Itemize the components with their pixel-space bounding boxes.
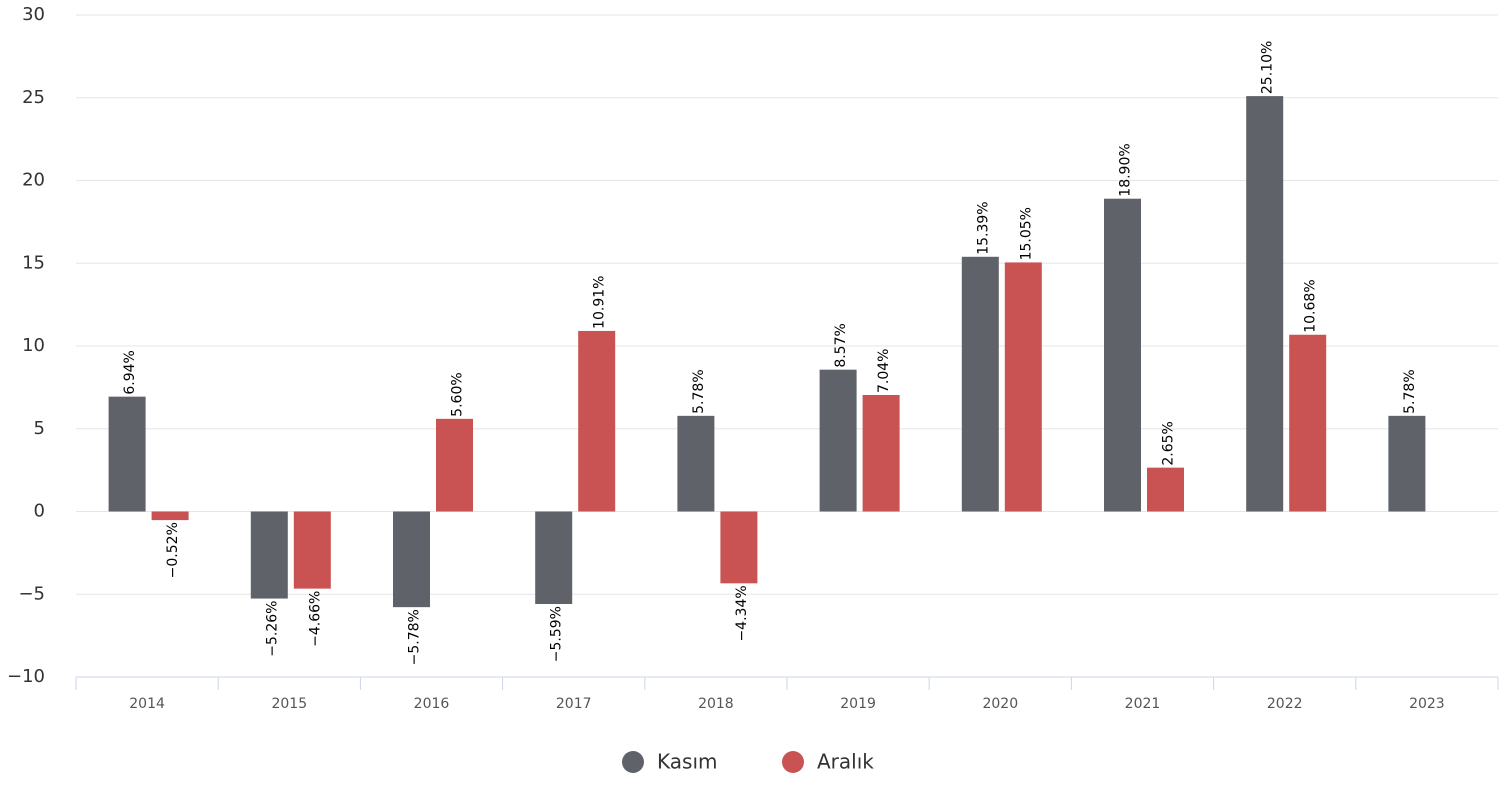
legend-label: Kasım xyxy=(657,750,717,774)
bar xyxy=(250,511,288,599)
data-label: 8.57% xyxy=(833,323,849,367)
data-label: 5.78% xyxy=(1402,369,1418,413)
bar xyxy=(819,369,857,512)
bar xyxy=(1004,262,1042,512)
data-label: −4.34% xyxy=(734,585,750,641)
data-label: 10.91% xyxy=(592,276,608,329)
data-label: 6.94% xyxy=(122,350,138,394)
legend-marker xyxy=(782,751,804,773)
x-tick-label: 2020 xyxy=(982,696,1018,712)
y-tick-label: 30 xyxy=(22,4,45,25)
bar xyxy=(961,256,999,512)
data-label: −4.66% xyxy=(307,591,323,647)
data-label: 10.68% xyxy=(1303,279,1319,332)
y-tick-label: 25 xyxy=(22,87,45,108)
data-label: −5.78% xyxy=(407,609,423,665)
data-label: 25.10% xyxy=(1260,41,1276,94)
data-label: 5.60% xyxy=(450,372,466,416)
bar xyxy=(1246,96,1284,512)
x-tick-label: 2018 xyxy=(698,696,734,712)
bar xyxy=(1147,467,1184,512)
data-label: 18.90% xyxy=(1118,143,1134,196)
x-tick-label: 2015 xyxy=(271,696,307,712)
bar xyxy=(151,511,189,521)
bar xyxy=(393,511,430,608)
y-tick-label: 0 xyxy=(34,501,45,522)
x-tick-label: 2017 xyxy=(556,696,592,712)
data-label: 7.04% xyxy=(876,349,892,393)
x-tick-label: 2021 xyxy=(1125,696,1161,712)
y-tick-label: 15 xyxy=(22,252,45,273)
y-tick-label: 20 xyxy=(22,170,45,191)
data-label: 15.05% xyxy=(1018,207,1034,260)
bar xyxy=(293,511,331,589)
data-label: 15.39% xyxy=(975,201,991,254)
y-tick-label: −5 xyxy=(18,583,45,604)
data-label: −5.26% xyxy=(264,601,280,657)
y-tick-label: 5 xyxy=(34,418,45,439)
x-tick-label: 2023 xyxy=(1409,696,1445,712)
bar xyxy=(1289,334,1327,512)
data-label: −0.52% xyxy=(165,522,181,578)
x-tick-label: 2014 xyxy=(129,696,165,712)
data-label: 5.78% xyxy=(691,369,707,413)
legend-marker xyxy=(622,751,644,773)
x-tick-label: 2019 xyxy=(840,696,876,712)
x-tick-label: 2016 xyxy=(414,696,450,712)
x-tick-label: 2022 xyxy=(1267,696,1303,712)
bar xyxy=(862,394,900,512)
y-tick-label: −10 xyxy=(7,666,45,687)
bar xyxy=(677,415,715,512)
bar xyxy=(720,511,758,584)
data-label: −5.59% xyxy=(549,606,565,662)
bar xyxy=(108,396,146,512)
data-label: 2.65% xyxy=(1161,421,1177,465)
bar xyxy=(535,511,573,605)
y-tick-label: 10 xyxy=(22,335,45,356)
bar xyxy=(1388,415,1426,512)
legend-label: Aralık xyxy=(817,750,874,774)
bar xyxy=(436,418,473,512)
bar xyxy=(578,330,616,512)
bar xyxy=(1104,198,1141,512)
